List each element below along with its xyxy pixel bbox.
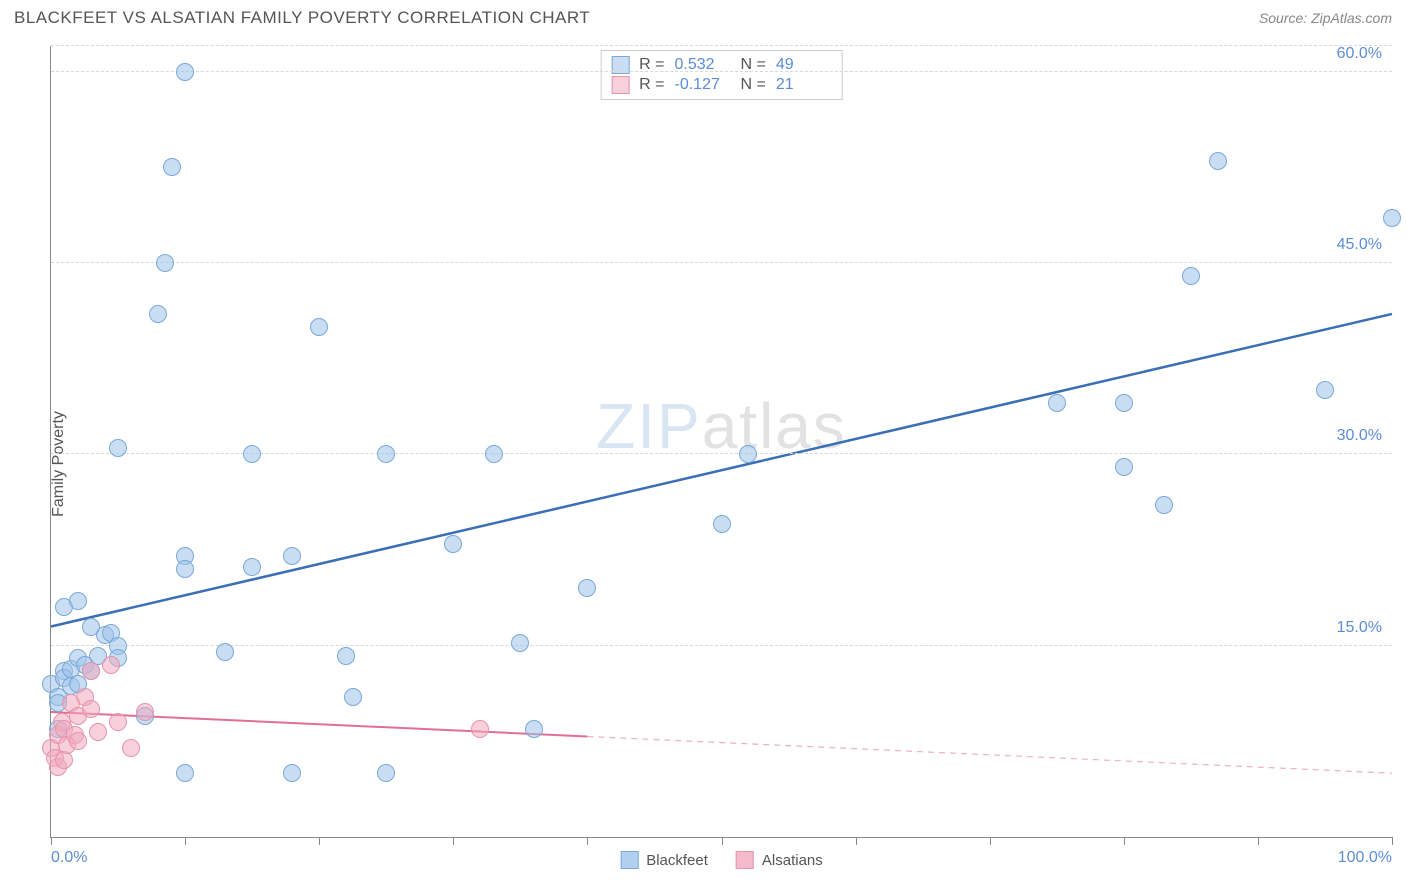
chart-title: BLACKFEET VS ALSATIAN FAMILY POVERTY COR… xyxy=(14,8,590,28)
x-tick xyxy=(1258,837,1259,845)
scatter-point xyxy=(156,254,174,272)
scatter-point xyxy=(1115,458,1133,476)
scatter-point xyxy=(283,547,301,565)
x-tick xyxy=(856,837,857,845)
scatter-point xyxy=(1182,267,1200,285)
scatter-point xyxy=(283,764,301,782)
scatter-point xyxy=(377,445,395,463)
scatter-point xyxy=(525,720,543,738)
scatter-point xyxy=(337,647,355,665)
scatter-point xyxy=(471,720,489,738)
scatter-point xyxy=(1316,381,1334,399)
x-tick xyxy=(722,837,723,845)
scatter-point xyxy=(511,634,529,652)
legend-swatch xyxy=(611,76,629,94)
scatter-point xyxy=(69,592,87,610)
scatter-point xyxy=(444,535,462,553)
scatter-point xyxy=(69,732,87,750)
x-tick xyxy=(587,837,588,845)
scatter-point xyxy=(82,700,100,718)
legend-swatch xyxy=(620,851,638,869)
scatter-point xyxy=(149,305,167,323)
gridline-h xyxy=(51,645,1392,646)
scatter-point xyxy=(243,445,261,463)
x-tick xyxy=(1392,837,1393,845)
scatter-point xyxy=(122,739,140,757)
x-tick xyxy=(185,837,186,845)
gridline-h xyxy=(51,71,1392,72)
scatter-point xyxy=(176,63,194,81)
scatter-point xyxy=(176,764,194,782)
legend-item: Blackfeet xyxy=(620,851,708,869)
scatter-point xyxy=(1048,394,1066,412)
scatter-point xyxy=(310,318,328,336)
source-attribution: Source: ZipAtlas.com xyxy=(1259,10,1392,26)
trend-line-solid xyxy=(51,314,1392,627)
scatter-point xyxy=(176,560,194,578)
y-tick-label: 45.0% xyxy=(1337,236,1382,254)
x-tick xyxy=(990,837,991,845)
y-tick-label: 30.0% xyxy=(1337,427,1382,445)
series-legend: Blackfeet Alsatians xyxy=(620,851,823,869)
scatter-point xyxy=(109,713,127,731)
trend-line-solid xyxy=(51,712,587,736)
header: BLACKFEET VS ALSATIAN FAMILY POVERTY COR… xyxy=(0,0,1406,32)
source-link[interactable]: ZipAtlas.com xyxy=(1311,10,1392,26)
scatter-point xyxy=(109,439,127,457)
gridline-h xyxy=(51,262,1392,263)
scatter-point xyxy=(89,723,107,741)
scatter-point xyxy=(1115,394,1133,412)
scatter-point xyxy=(55,751,73,769)
scatter-point xyxy=(713,515,731,533)
legend-label: Alsatians xyxy=(762,852,823,869)
plot-area: ZIPatlas R =0.532N =49R =-0.127N =21 Bla… xyxy=(50,46,1392,838)
scatter-point xyxy=(82,662,100,680)
gridline-h xyxy=(51,45,1392,46)
correlation-legend-row: R =0.532N =49 xyxy=(611,55,832,75)
x-tick xyxy=(51,837,52,845)
correlation-legend: R =0.532N =49R =-0.127N =21 xyxy=(600,50,843,100)
x-tick-label: 0.0% xyxy=(51,849,87,867)
correlation-legend-row: R =-0.127N =21 xyxy=(611,75,832,95)
x-tick-label: 100.0% xyxy=(1338,849,1392,867)
scatter-point xyxy=(344,688,362,706)
scatter-point xyxy=(377,764,395,782)
scatter-point xyxy=(1155,496,1173,514)
y-tick-label: 60.0% xyxy=(1337,45,1382,63)
scatter-point xyxy=(136,703,154,721)
scatter-point xyxy=(102,656,120,674)
scatter-point xyxy=(578,579,596,597)
x-tick xyxy=(453,837,454,845)
scatter-point xyxy=(739,445,757,463)
scatter-point xyxy=(216,643,234,661)
scatter-point xyxy=(1209,152,1227,170)
x-tick xyxy=(1124,837,1125,845)
watermark: ZIPatlas xyxy=(596,389,847,463)
scatter-point xyxy=(163,158,181,176)
scatter-point xyxy=(485,445,503,463)
trend-line-dashed xyxy=(587,736,1392,773)
scatter-point xyxy=(243,558,261,576)
chart-container: Family Poverty ZIPatlas R =0.532N =49R =… xyxy=(0,36,1406,892)
y-tick-label: 15.0% xyxy=(1337,619,1382,637)
legend-item: Alsatians xyxy=(736,851,823,869)
scatter-point xyxy=(1383,209,1401,227)
legend-swatch xyxy=(736,851,754,869)
legend-label: Blackfeet xyxy=(646,852,708,869)
x-tick xyxy=(319,837,320,845)
trend-lines-layer xyxy=(51,46,1392,837)
